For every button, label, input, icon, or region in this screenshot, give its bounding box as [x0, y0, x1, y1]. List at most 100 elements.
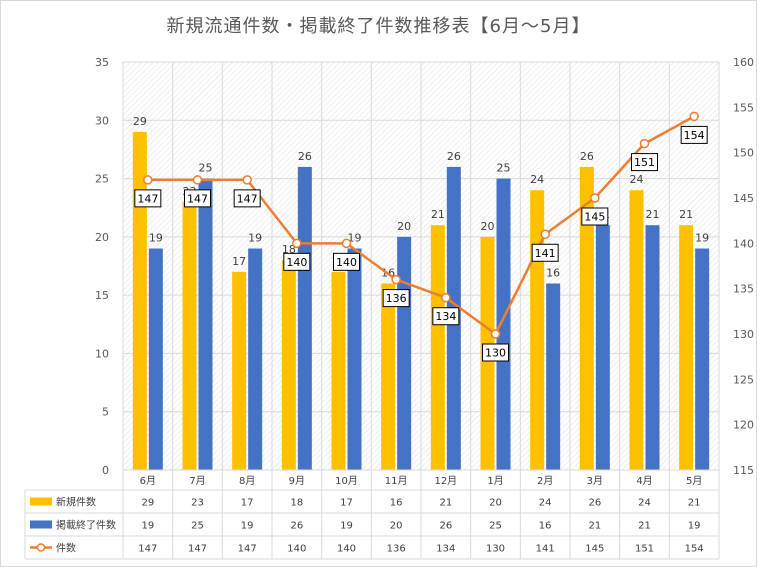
table-cell: 16 [390, 498, 403, 509]
table-cell: 154 [685, 544, 704, 555]
left-axis-tick-label: 0 [102, 464, 109, 477]
line-data-label: 145 [584, 211, 605, 224]
bar-data-label: 24 [530, 173, 544, 186]
bar [645, 225, 660, 470]
table-cell: 19 [340, 521, 353, 532]
category-label: 3月 [587, 475, 603, 487]
table-cell: 140 [287, 544, 306, 555]
bar-data-label: 29 [133, 115, 147, 128]
legend-entry: 掲載終了件数 [56, 519, 116, 532]
bar-data-label: 24 [630, 173, 644, 186]
bar [148, 248, 163, 470]
category-label: 2月 [537, 475, 553, 487]
line-point [143, 175, 153, 185]
category-label: 5月 [686, 475, 702, 487]
table-cell: 20 [390, 521, 403, 532]
left-axis-tick-label: 25 [95, 173, 109, 186]
left-axis-tick-label: 20 [95, 231, 109, 244]
category-label: 11月 [385, 475, 408, 487]
legend-entry: 件数 [56, 542, 76, 555]
line-data-label-box [184, 189, 211, 208]
table-cell: 19 [241, 521, 254, 532]
line-data-label-box [233, 189, 261, 208]
legend-entry: 新規件数 [56, 496, 96, 509]
line-data-label: 151 [634, 156, 655, 169]
legend-key [30, 520, 52, 529]
table-cell: 26 [439, 521, 452, 532]
table-cell: 140 [337, 544, 356, 555]
legend-key-marker [36, 543, 46, 552]
line-data-label-box [631, 153, 658, 172]
bar-data-label: 26 [447, 150, 461, 163]
category-label: 10月 [335, 475, 358, 487]
line-data-label-box [333, 252, 360, 271]
bar [695, 248, 710, 470]
bar [381, 283, 396, 470]
chart-title: 新規流通件数・掲載終了件数推移表【6月～5月】 [166, 16, 591, 37]
line-data-label-box [581, 207, 609, 226]
line-data-label: 154 [684, 129, 705, 142]
left-axis-tick-label: 35 [95, 56, 109, 69]
table-cell: 26 [290, 521, 303, 532]
category-label: 6月 [140, 475, 156, 487]
right-axis-tick-label: 150 [733, 147, 754, 160]
bar-data-label: 25 [497, 162, 511, 175]
line-point [490, 329, 501, 339]
table-cell: 147 [238, 544, 257, 555]
line-data-label: 147 [137, 192, 158, 205]
table-cell: 21 [688, 498, 701, 509]
bar [579, 166, 594, 470]
bar-data-label: 19 [248, 232, 262, 245]
right-axis-tick-label: 140 [733, 237, 754, 250]
line-data-label: 136 [386, 292, 407, 305]
right-axis-tick-label: 145 [733, 192, 754, 205]
bar [132, 131, 147, 470]
line-data-label: 140 [336, 256, 357, 269]
line-data-label: 130 [485, 347, 506, 360]
right-axis-tick-label: 160 [733, 56, 754, 69]
line-data-label-box [680, 125, 708, 144]
line-point [639, 138, 650, 149]
left-axis-tick-label: 10 [95, 347, 109, 360]
right-axis-tick-label: 135 [733, 283, 754, 296]
bar [347, 248, 362, 470]
bar [679, 225, 694, 470]
bar [281, 260, 296, 470]
bar [430, 225, 445, 470]
bar [595, 225, 610, 470]
line-data-label-box [432, 307, 460, 326]
bar-data-label: 21 [431, 208, 445, 221]
category-label: 7月 [189, 475, 205, 487]
table-cell: 24 [539, 498, 552, 509]
table-cell: 25 [191, 521, 204, 532]
bar [496, 178, 511, 471]
series-line [147, 115, 695, 336]
line-data-label: 134 [435, 310, 456, 323]
bar [248, 248, 263, 470]
category-label: 12月 [434, 475, 457, 487]
line-point [441, 292, 451, 303]
right-axis-tick-label: 130 [733, 328, 754, 341]
bar-data-label: 26 [298, 150, 312, 163]
line-data-label-box [134, 189, 162, 208]
bar-data-label: 16 [546, 266, 560, 279]
category-label: 4月 [636, 475, 652, 487]
bar-data-label: 19 [695, 232, 709, 245]
table-cell: 17 [340, 498, 353, 509]
bar-data-label: 20 [481, 220, 495, 233]
category-label: 8月 [239, 475, 255, 487]
table-cell: 19 [141, 521, 154, 532]
category-label: 1月 [487, 475, 503, 487]
bar-data-label: 21 [679, 208, 693, 221]
right-axis-tick-label: 155 [733, 101, 754, 114]
left-axis-tick-label: 30 [95, 114, 109, 127]
line-data-label-box [531, 243, 559, 262]
line-point [192, 175, 203, 185]
right-axis-tick-label: 115 [733, 464, 754, 477]
table-cell: 20 [489, 498, 502, 509]
bar [331, 271, 346, 470]
left-axis-tick-label: 15 [95, 289, 109, 302]
bar [297, 166, 312, 470]
line-data-label: 141 [535, 247, 556, 260]
